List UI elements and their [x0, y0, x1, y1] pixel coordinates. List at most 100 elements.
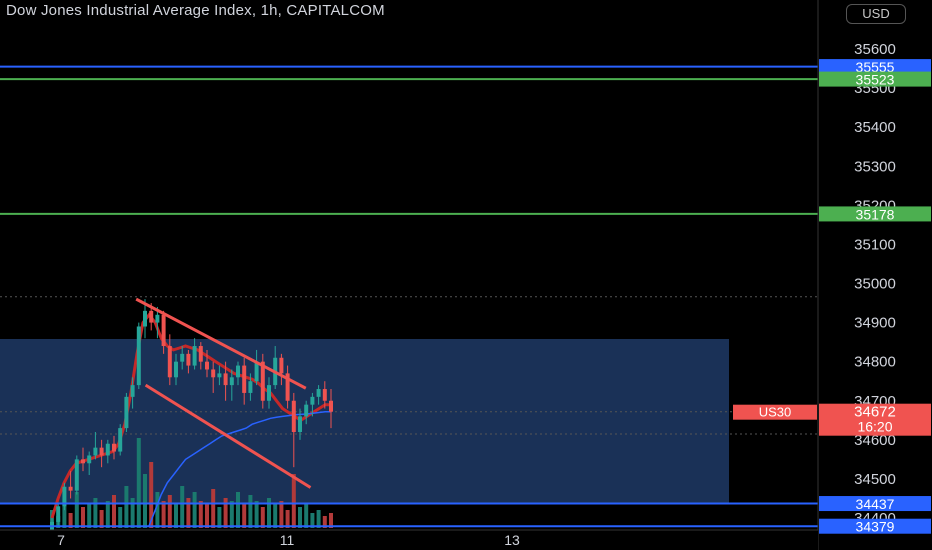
time-tick-label: 13	[504, 532, 520, 548]
volume-bar	[291, 474, 296, 528]
volume-bar	[155, 492, 160, 528]
candle-body	[161, 314, 166, 347]
level-label-text: 34437	[856, 496, 895, 512]
candle-body	[167, 346, 172, 378]
bar-countdown: 16:20	[857, 419, 892, 435]
candle-body	[192, 346, 197, 366]
price-tick-label: 35400	[854, 119, 896, 136]
price-tick-label: 34900	[854, 315, 896, 332]
level-label-text: 34379	[856, 519, 895, 535]
currency-button[interactable]: USD	[846, 4, 906, 24]
volume-bar	[149, 462, 154, 528]
time-axis[interactable]: 7 11 13	[0, 529, 818, 550]
moving-average-2	[148, 410, 332, 527]
volume-bar	[205, 504, 209, 528]
volume-bar	[93, 498, 98, 528]
volume-bar	[174, 504, 178, 528]
volume-bar	[143, 474, 147, 528]
candle-body	[136, 326, 141, 386]
current-price-bg	[819, 403, 931, 436]
candle-body	[186, 353, 191, 366]
candle-body	[285, 373, 290, 401]
candle-body	[105, 443, 110, 456]
price-axis-bg	[818, 0, 932, 550]
volume-bar	[99, 510, 104, 528]
volume-bar	[304, 504, 309, 528]
candle-body	[242, 365, 247, 393]
symbol-tag: US30	[759, 405, 792, 420]
candle-body	[74, 459, 79, 491]
volume-bar	[105, 501, 110, 528]
candle-body	[180, 353, 185, 362]
channel-lower-line	[144, 383, 312, 489]
candle-body	[229, 377, 234, 386]
volume-bar	[316, 510, 321, 528]
volume-bar	[136, 438, 141, 528]
current-price-value: 34672	[854, 404, 896, 421]
level-label-bg	[819, 518, 931, 534]
moving-average-1	[50, 312, 332, 519]
volume-bars	[50, 438, 333, 528]
price-tick-label: 34500	[854, 471, 896, 488]
candle-body	[81, 459, 85, 464]
volume-bar	[118, 507, 123, 528]
volume-bar	[68, 513, 73, 528]
volume-bar	[192, 492, 197, 528]
candlesticks	[50, 299, 333, 538]
volume-bar	[285, 510, 290, 528]
volume-bar	[112, 495, 116, 528]
volume-bar	[74, 492, 79, 528]
volume-bar	[279, 501, 284, 528]
candle-body	[211, 369, 216, 378]
candle-body	[149, 310, 154, 323]
candle-body	[236, 365, 240, 378]
price-tick-label: 35100	[854, 236, 896, 253]
candle-body	[99, 447, 104, 456]
volume-bar	[161, 501, 166, 528]
price-tick-label: 35000	[854, 276, 896, 293]
volume-bar	[310, 513, 315, 528]
volume-bar	[81, 507, 85, 528]
volume-bar	[298, 507, 302, 528]
highlight-zone	[0, 338, 729, 504]
volume-bar	[167, 495, 172, 528]
candle-body	[68, 486, 73, 491]
candle-body	[260, 361, 265, 401]
dotted-levels	[0, 296, 818, 435]
price-axis[interactable]: 3560035500354003530035200351003500034900…	[817, 0, 932, 550]
candle-body	[248, 381, 253, 393]
volume-bar	[198, 501, 203, 528]
candle-body	[254, 361, 259, 382]
volume-bar	[329, 513, 333, 528]
volume-bar	[260, 507, 265, 528]
channel-upper-line	[135, 297, 307, 390]
candle-body	[118, 428, 123, 452]
candle-body	[62, 486, 67, 507]
time-tick-label: 11	[280, 532, 295, 548]
level-label-text: 35523	[856, 72, 895, 88]
volume-bar	[242, 504, 247, 528]
volume-bar	[273, 504, 278, 528]
moving-averages	[50, 312, 332, 527]
highlight-zone-layer	[0, 338, 729, 504]
candle-body	[143, 310, 147, 327]
candle-body	[93, 447, 98, 456]
candle-body	[50, 521, 54, 534]
volume-bar	[236, 492, 240, 528]
volume-bar	[229, 501, 234, 528]
candle-body	[267, 385, 271, 401]
volume-bar	[248, 495, 253, 528]
horizontal-levels[interactable]	[0, 65, 818, 528]
volume-bar	[217, 507, 222, 528]
candle-body	[155, 314, 160, 323]
price-tick-label: 35600	[854, 41, 896, 58]
candle-body	[112, 443, 116, 452]
candle-body	[304, 404, 309, 417]
time-tick-label: 7	[57, 532, 65, 548]
volume-bar	[62, 501, 67, 528]
candle-body	[279, 357, 284, 374]
candle-body	[322, 389, 327, 401]
descending-channel[interactable]	[135, 297, 312, 489]
